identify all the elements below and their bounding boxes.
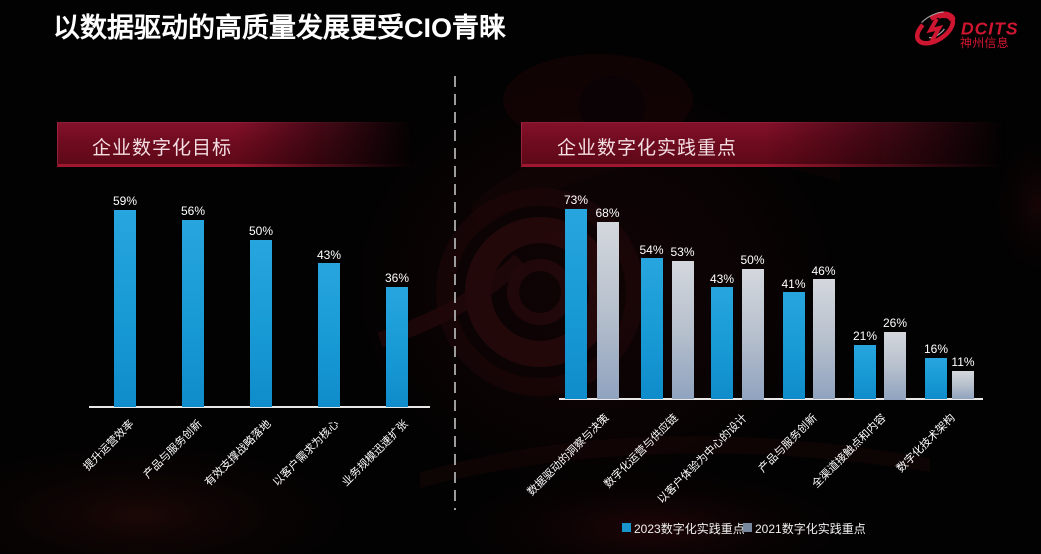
- svg-text:神州信息: 神州信息: [960, 35, 1009, 50]
- svg-text:DCITS: DCITS: [961, 19, 1019, 39]
